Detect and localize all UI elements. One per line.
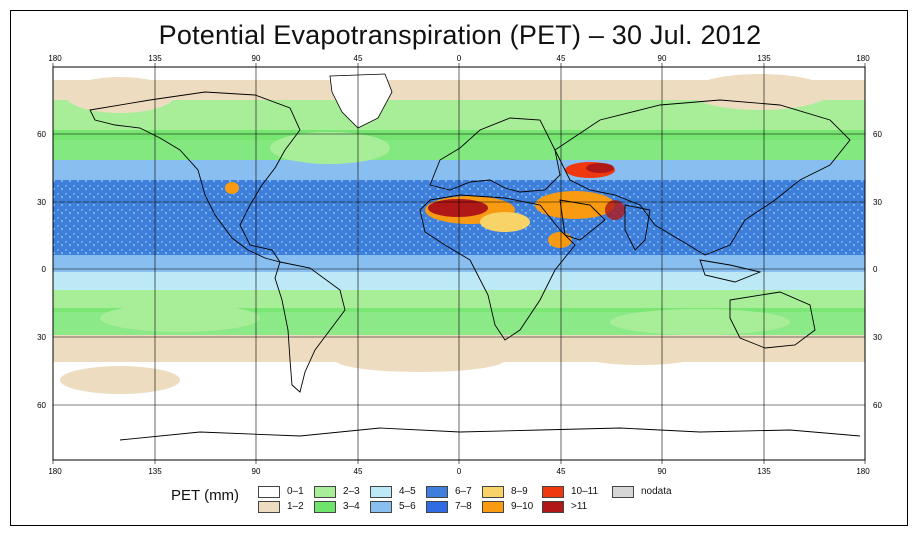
legend-swatch — [542, 501, 564, 513]
legend-swatch — [426, 486, 448, 498]
legend-swatch — [612, 486, 634, 498]
lon-labels-bottom: 180 135 90 45 0 45 90 135 180 — [48, 467, 870, 476]
lon-bottom-label: 90 — [658, 467, 667, 476]
lat-left-label: 0 — [42, 265, 47, 274]
lon-bottom-label: 0 — [457, 467, 462, 476]
lat-left-label: 60 — [37, 130, 46, 139]
lon-bottom-label: 180 — [48, 467, 62, 476]
lon-top-label: 90 — [658, 54, 667, 63]
legend-item-label: 10–11 — [571, 486, 599, 497]
legend-item-label: 9–10 — [511, 501, 534, 512]
tick-marks — [52, 63, 866, 464]
legend-swatch — [258, 486, 280, 498]
lat-labels-left: 60 30 0 30 60 — [37, 130, 46, 410]
lat-left-label: 30 — [37, 333, 46, 342]
legend-swatch — [314, 501, 336, 513]
legend-item-label: 0–1 — [287, 486, 304, 497]
coastlines — [89, 91, 861, 441]
lon-bottom-label: 135 — [757, 467, 771, 476]
lon-top-label: 90 — [252, 54, 261, 63]
lon-top-label: 180 — [48, 54, 62, 63]
legend-item-label: 3–4 — [343, 501, 360, 512]
lat-right-label: 60 — [873, 401, 882, 410]
legend-swatch — [370, 486, 392, 498]
lat-left-label: 60 — [37, 401, 46, 410]
legend-swatch — [482, 501, 504, 513]
lon-top-label: 45 — [557, 54, 566, 63]
lon-top-label: 135 — [148, 54, 162, 63]
lon-top-label: 135 — [757, 54, 771, 63]
lat-left-label: 30 — [37, 198, 46, 207]
legend-item-label: >11 — [571, 501, 588, 512]
legend-title: PET (mm) — [171, 487, 240, 504]
legend-item-label: 8–9 — [511, 486, 528, 497]
graticule — [53, 67, 865, 460]
legend-item-label: 2–3 — [343, 486, 360, 497]
lon-top-label: 0 — [457, 54, 462, 63]
lat-right-label: 30 — [873, 333, 882, 342]
legend-swatch — [542, 486, 564, 498]
lat-right-label: 30 — [873, 198, 882, 207]
lon-bottom-label: 90 — [252, 467, 261, 476]
legend-item-label: 6–7 — [455, 486, 472, 497]
lat-right-label: 60 — [873, 130, 882, 139]
lon-top-label: 45 — [354, 54, 363, 63]
lat-right-label: 0 — [873, 265, 878, 274]
lon-bottom-label: 180 — [856, 467, 870, 476]
lat-labels-right: 60 30 0 30 60 — [873, 130, 882, 410]
legend-item-label: 5–6 — [399, 501, 416, 512]
legend-item-label: nodata — [641, 486, 672, 497]
legend-item-label: 7–8 — [455, 501, 472, 512]
lon-top-label: 180 — [856, 54, 870, 63]
map-title: Potential Evapotranspiration (PET) – 30 … — [158, 20, 762, 50]
legend-swatch — [314, 486, 336, 498]
lon-bottom-label: 45 — [354, 467, 363, 476]
legend-swatch — [258, 501, 280, 513]
lon-bottom-label: 135 — [148, 467, 162, 476]
lon-labels-top: 180 135 90 45 0 45 90 135 180 — [48, 54, 870, 63]
legend-swatch — [426, 501, 448, 513]
legend-item-label: 1–2 — [287, 501, 304, 512]
figure-frame — [10, 10, 908, 526]
legend-swatch — [482, 486, 504, 498]
legend-swatch — [370, 501, 392, 513]
legend-item-label: 4–5 — [399, 486, 416, 497]
lon-bottom-label: 45 — [557, 467, 566, 476]
